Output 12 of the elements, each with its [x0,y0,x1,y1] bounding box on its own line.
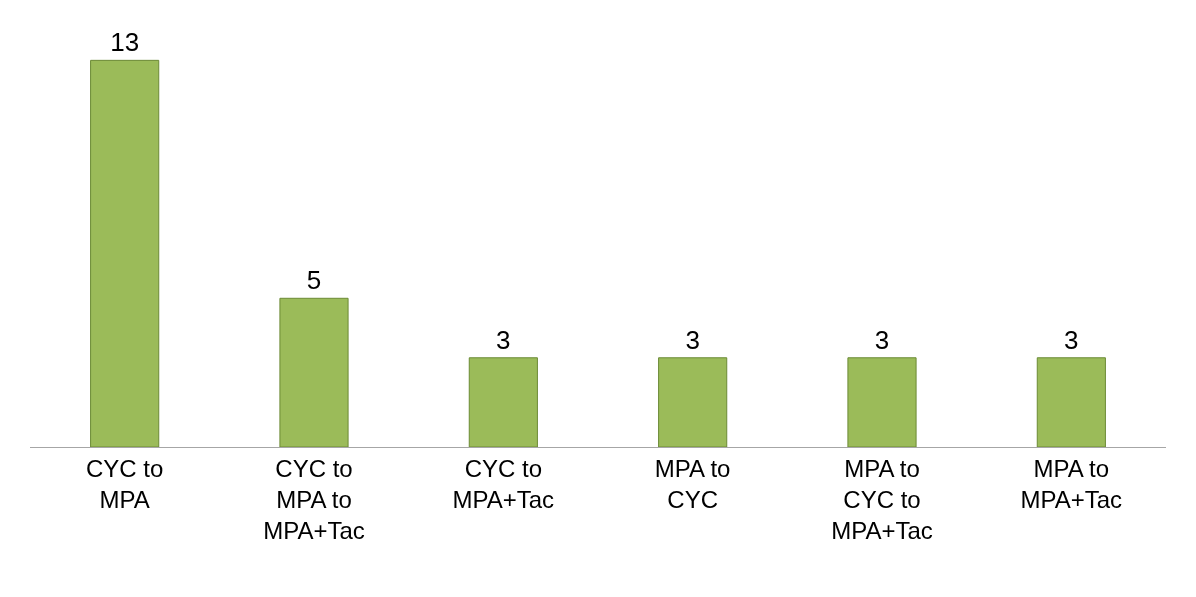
data-label: 13 [110,27,140,58]
x-tick-label: MPA to MPA+Tac [1020,454,1123,513]
x-tick-label: MPA to CYC [654,454,731,513]
data-label: 5 [306,265,322,296]
x-tick-label: MPA to CYC to MPA+Tac [831,454,933,545]
data-label: 3 [496,324,511,355]
data-label: 3 [685,324,700,355]
data-label: 3 [874,324,890,355]
x-tick-label: CYC to MPA+Tac [452,454,555,513]
data-label: 3 [1064,324,1079,355]
x-tick-label: CYC to MPA [85,454,164,513]
x-tick-label: CYC to MPA to MPA+Tac [263,454,365,545]
